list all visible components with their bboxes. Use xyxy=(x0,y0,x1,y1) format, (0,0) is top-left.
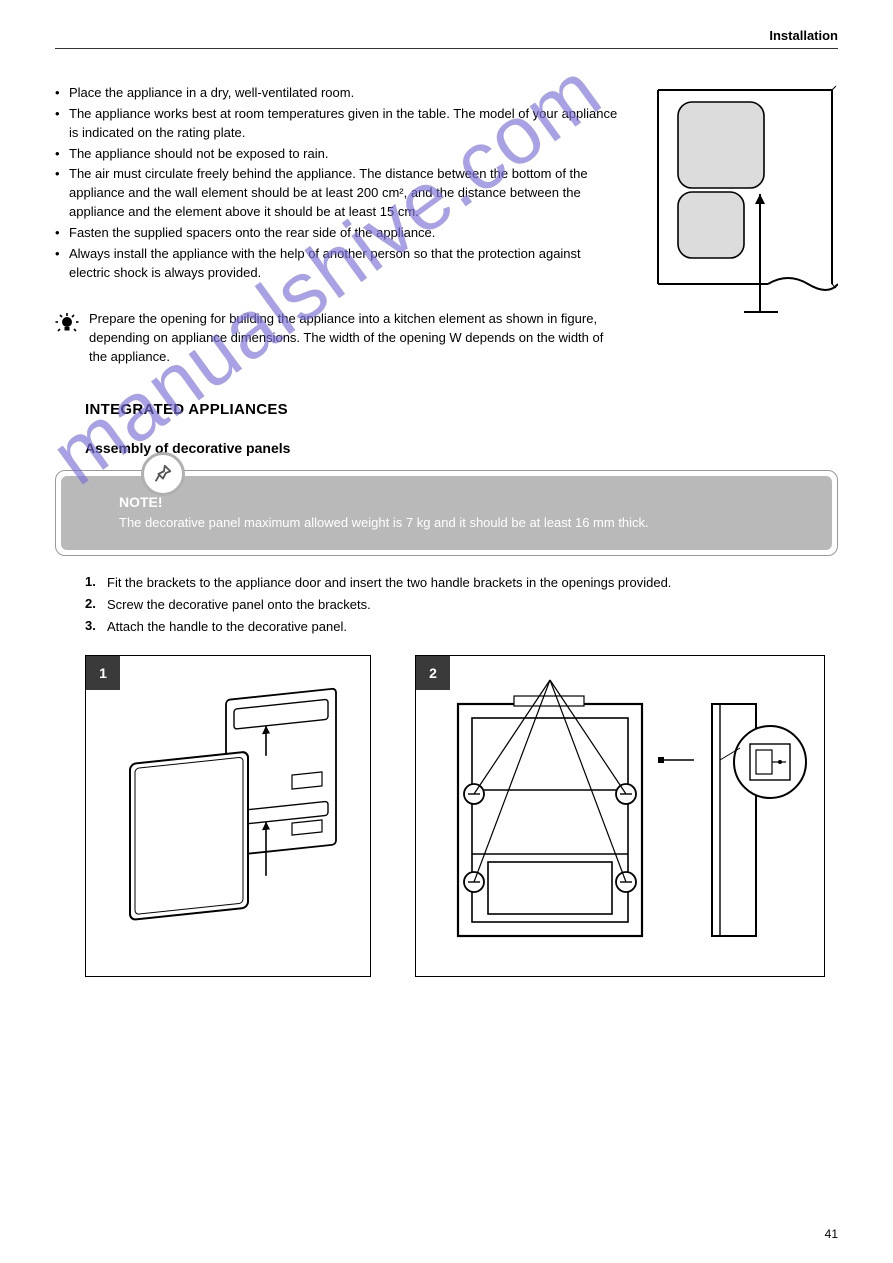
intro-text-block: • Place the appliance in a dry, well-ven… xyxy=(55,84,622,367)
bullet-text: The appliance works best at room tempera… xyxy=(69,105,622,143)
figure-2-tag: 2 xyxy=(416,656,450,690)
page-container: Installation • Place the appliance in a … xyxy=(0,0,893,1263)
step-number: 3. xyxy=(85,618,107,637)
header-rule xyxy=(55,48,838,49)
section-heading: INTEGRATED APPLIANCES xyxy=(85,401,838,418)
bullet-text: Place the appliance in a dry, well-venti… xyxy=(69,84,354,103)
bullet-marker: • xyxy=(55,105,69,124)
figure-2: 2 xyxy=(415,655,825,977)
bullet-marker: • xyxy=(55,245,69,264)
bullet-text: Always install the appliance with the he… xyxy=(69,245,622,283)
step-text: Fit the brackets to the appliance door a… xyxy=(107,574,671,593)
bullet-item: • The appliance works best at room tempe… xyxy=(55,105,622,143)
header-label: Installation xyxy=(769,28,838,43)
figure-2-svg xyxy=(416,656,826,978)
subsection-heading: Assembly of decorative panels xyxy=(85,440,838,456)
note-callout: NOTE! The decorative panel maximum allow… xyxy=(55,470,838,556)
bullet-text: The appliance should not be exposed to r… xyxy=(69,145,328,164)
figures-row: 1 xyxy=(85,655,838,977)
tip-row: Prepare the opening for building the app… xyxy=(55,310,622,367)
bullet-text: Fasten the supplied spacers onto the rea… xyxy=(69,224,435,243)
bullet-item: • The air must circulate freely behind t… xyxy=(55,165,622,222)
note-body: The decorative panel maximum allowed wei… xyxy=(119,514,814,532)
intro-row: • Place the appliance in a dry, well-ven… xyxy=(55,84,838,367)
lightbulb-icon xyxy=(55,312,79,341)
bullet-item: • The appliance should not be exposed to… xyxy=(55,145,622,164)
pin-icon xyxy=(141,452,185,496)
bullet-marker: • xyxy=(55,145,69,164)
figure-1-svg xyxy=(86,656,372,978)
step-number: 1. xyxy=(85,574,107,593)
step-text: Screw the decorative panel onto the brac… xyxy=(107,596,371,615)
figure-2-box: 2 xyxy=(415,655,825,977)
note-title: NOTE! xyxy=(119,494,814,510)
bullet-item: • Place the appliance in a dry, well-ven… xyxy=(55,84,622,103)
bullet-item: • Always install the appliance with the … xyxy=(55,245,622,283)
step-item: 1. Fit the brackets to the appliance doo… xyxy=(85,574,838,593)
tip-text: Prepare the opening for building the app… xyxy=(89,310,622,367)
bullet-marker: • xyxy=(55,165,69,184)
figure-1-box: 1 xyxy=(85,655,371,977)
step-item: 3. Attach the handle to the decorative p… xyxy=(85,618,838,637)
step-item: 2. Screw the decorative panel onto the b… xyxy=(85,596,838,615)
corner-placement-diagram xyxy=(648,84,838,367)
bullet-marker: • xyxy=(55,224,69,243)
bullet-item: • Fasten the supplied spacers onto the r… xyxy=(55,224,622,243)
figure-1-tag: 1 xyxy=(86,656,120,690)
step-text: Attach the handle to the decorative pane… xyxy=(107,618,347,637)
figure-1: 1 xyxy=(85,655,371,977)
page-number: 41 xyxy=(825,1227,838,1241)
bullet-text: The air must circulate freely behind the… xyxy=(69,165,622,222)
step-number: 2. xyxy=(85,596,107,615)
step-list: 1. Fit the brackets to the appliance doo… xyxy=(85,574,838,637)
bullet-marker: • xyxy=(55,84,69,103)
